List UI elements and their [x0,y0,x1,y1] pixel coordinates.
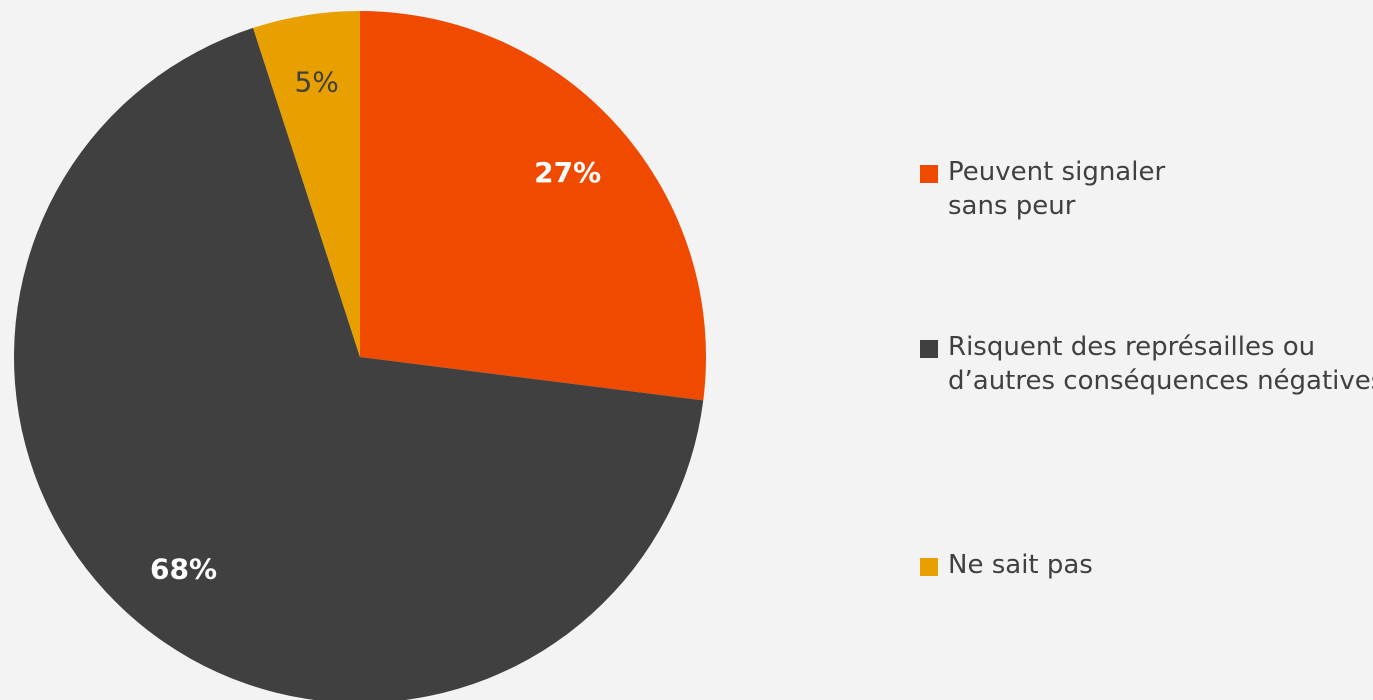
legend-label: Ne sait pas [948,550,1093,580]
legend: Peuvent signaler sans peur Risquent des r… [920,0,1373,700]
pie-slice [14,27,704,700]
data-label: 5% [294,66,338,99]
legend-swatch [920,165,938,183]
pie-slice [253,11,360,357]
legend-swatch [920,340,938,358]
legend-label: Risquent des représailles ou d’autres co… [948,332,1373,396]
data-label: 27% [534,156,601,189]
data-label: 68% [150,552,217,585]
pie-slice [360,11,706,401]
legend-swatch [920,558,938,576]
legend-label: Peuvent signaler sans peur [948,157,1166,221]
